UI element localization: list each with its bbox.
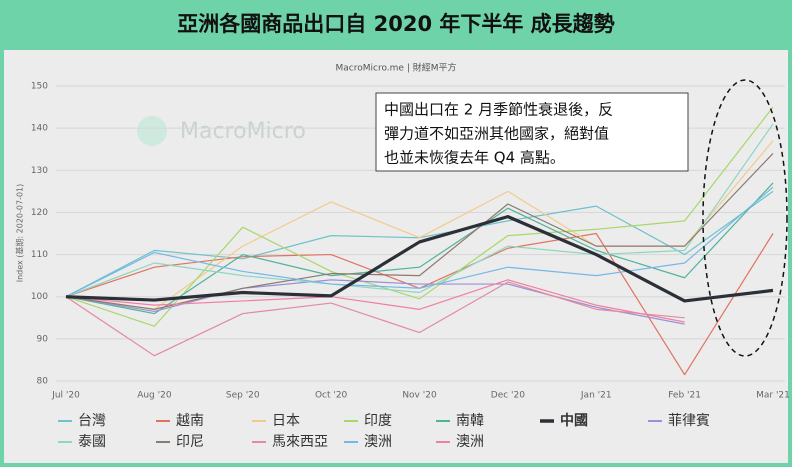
y-tick-label: 80 (37, 377, 49, 387)
legend-label: 印度 (364, 413, 392, 429)
series-line (65, 281, 685, 357)
watermark: MacroMicro (180, 119, 306, 144)
legend-label: 台灣 (78, 413, 106, 429)
annotation-box (375, 92, 689, 172)
y-tick-label: 120 (31, 208, 48, 218)
legend-label: 南韓 (456, 413, 484, 429)
x-tick-label: Mar '21 (756, 391, 790, 401)
annotation: 中國出口在 2 月季節性衰退後，反 (384, 101, 613, 119)
series-line (65, 215, 774, 303)
series-line (65, 186, 774, 298)
y-tick-label: 110 (31, 250, 48, 260)
legend-label: 馬來西亞 (272, 434, 328, 450)
legend-label: 越南 (176, 413, 204, 429)
x-tick-label: Sep '20 (226, 391, 260, 401)
annotation: 彈力道不如亞洲其他國家，絕對值 (384, 125, 609, 143)
series-line (65, 123, 774, 298)
chart-title: 亞洲各國商品出口自 2020 年下半年 成長趨勢 (177, 12, 614, 36)
x-tick-label: Jan '21 (580, 391, 612, 401)
series-line (65, 153, 774, 310)
legend-label: 中國 (560, 412, 588, 429)
series-line (65, 182, 774, 315)
legend-label: 澳洲 (364, 434, 392, 450)
x-tick-label: Jul '20 (51, 391, 80, 401)
legend-label: 菲律賓 (668, 412, 710, 429)
y-tick-label: 130 (31, 166, 48, 176)
x-tick-label: Oct '20 (315, 391, 348, 401)
y-tick-label: 140 (31, 124, 48, 134)
y-tick-label: 100 (31, 292, 48, 302)
legend-label: 澳洲 (456, 434, 484, 450)
highlight-ellipse (702, 79, 788, 357)
series-line (65, 279, 685, 325)
x-tick-label: Dec '20 (491, 391, 525, 401)
x-tick-label: Aug '20 (137, 391, 172, 401)
x-tick-label: Feb '21 (668, 391, 701, 401)
legend-label: 印尼 (176, 434, 204, 450)
subtitle: MacroMicro.me | 財經M平方 (336, 62, 457, 74)
y-tick-label: 150 (31, 82, 48, 92)
y-tick-label: 90 (37, 334, 49, 344)
legend-label: 日本 (272, 413, 300, 429)
legend-label: 泰國 (78, 434, 106, 450)
x-tick-label: Nov '20 (402, 391, 437, 401)
series-line (65, 279, 685, 323)
watermark-logo (137, 116, 167, 146)
annotation: 也並未恢復去年 Q4 高點。 (384, 149, 565, 167)
y-axis-label: Index (基期: 2020-07-01) (15, 184, 25, 283)
